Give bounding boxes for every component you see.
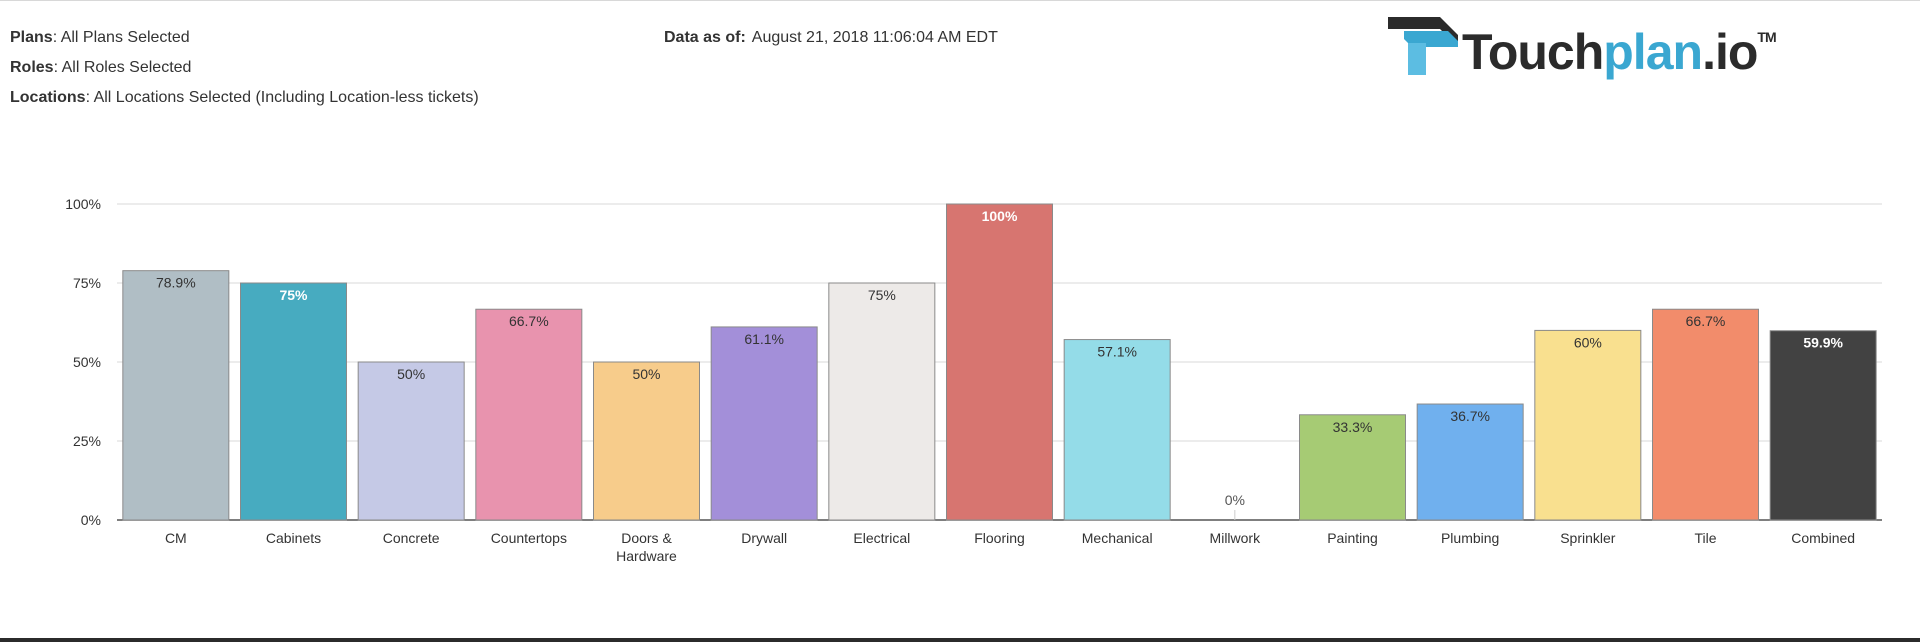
data-as-of: Data as of: August 21, 2018 11:06:04 AM E… [664, 23, 998, 53]
x-tick-label: Mechanical [1082, 530, 1153, 546]
y-tick-label: 25% [73, 433, 101, 449]
bar [828, 282, 936, 521]
roles-value: : All Roles Selected [53, 59, 192, 76]
data-label: 0% [1225, 492, 1245, 508]
x-tick-label: Millwork [1210, 530, 1262, 546]
bar [1063, 339, 1171, 521]
bar [946, 203, 1053, 521]
data-label: 61.1% [744, 331, 784, 347]
y-tick-label: 100% [65, 196, 101, 212]
bar [240, 282, 347, 521]
bar [1534, 329, 1642, 521]
data-label: 66.7% [1686, 313, 1726, 329]
x-tick-label: Flooring [974, 530, 1025, 546]
data-label: 57.1% [1097, 344, 1137, 360]
logo-wordmark: Touchplan.ioTM [1462, 24, 1777, 80]
data-label: 66.7% [509, 313, 549, 329]
data-as-of-label: Data as of: [664, 29, 746, 46]
data-label: 36.7% [1450, 408, 1490, 424]
bar [357, 361, 465, 521]
data-as-of-value: August 21, 2018 11:06:04 AM EDT [751, 29, 998, 46]
bar [475, 308, 583, 521]
roles-label: Roles [10, 59, 54, 76]
bar [1652, 308, 1759, 521]
y-tick-label: 50% [73, 354, 101, 370]
data-label: 59.9% [1803, 335, 1843, 351]
plans-label: Plans [10, 29, 53, 46]
locations-filter: Locations: All Locations Selected (Inclu… [10, 83, 479, 113]
bar-chart: 0% 25% 50% 75% 100% 78.9% CM 75% Cabinets 50% Conc… [65, 196, 1882, 564]
data-label: 75% [279, 287, 308, 303]
data-label: 50% [632, 366, 660, 382]
touchplan-logo: Touchplan.ioTM [1386, 13, 1777, 80]
roles-filter: Roles: All Roles Selected [10, 53, 479, 83]
x-tick-label: Painting [1327, 530, 1378, 546]
data-label: 75% [868, 287, 896, 303]
x-tick-label: Countertops [491, 530, 567, 546]
y-tick-label: 75% [73, 275, 101, 291]
touchplan-logo-icon [1388, 17, 1458, 75]
filter-summary: Plans: All Plans Selected Roles: All Rol… [10, 23, 479, 113]
data-label: 78.9% [156, 275, 196, 291]
bar [1299, 414, 1406, 521]
bar [593, 361, 700, 521]
bar [122, 270, 230, 521]
plans-value: : All Plans Selected [52, 29, 190, 46]
x-tick-label: Cabinets [266, 530, 321, 546]
x-tick-label: Concrete [383, 530, 440, 546]
data-label: 100% [982, 208, 1018, 224]
x-tick-label: Tile [1694, 530, 1716, 546]
x-tick-label: Doors & Hardware [616, 530, 677, 564]
bar [1769, 330, 1877, 521]
bar [1416, 403, 1524, 521]
x-tick-label: Plumbing [1441, 530, 1499, 546]
x-tick-label: CM [165, 530, 187, 546]
data-label: 60% [1574, 334, 1602, 350]
x-tick-label: Sprinkler [1560, 530, 1616, 546]
plans-filter: Plans: All Plans Selected [10, 23, 479, 53]
locations-label: Locations [10, 89, 86, 106]
x-tick-label: Drywall [741, 530, 787, 546]
x-tick-label: Combined [1791, 530, 1855, 546]
x-tick-label: Electrical [853, 530, 910, 546]
bar [710, 326, 818, 521]
data-label: 50% [397, 366, 425, 382]
data-label: 33.3% [1333, 419, 1373, 435]
y-tick-label: 0% [81, 512, 101, 528]
locations-value: : All Locations Selected (Including Loca… [85, 89, 479, 106]
